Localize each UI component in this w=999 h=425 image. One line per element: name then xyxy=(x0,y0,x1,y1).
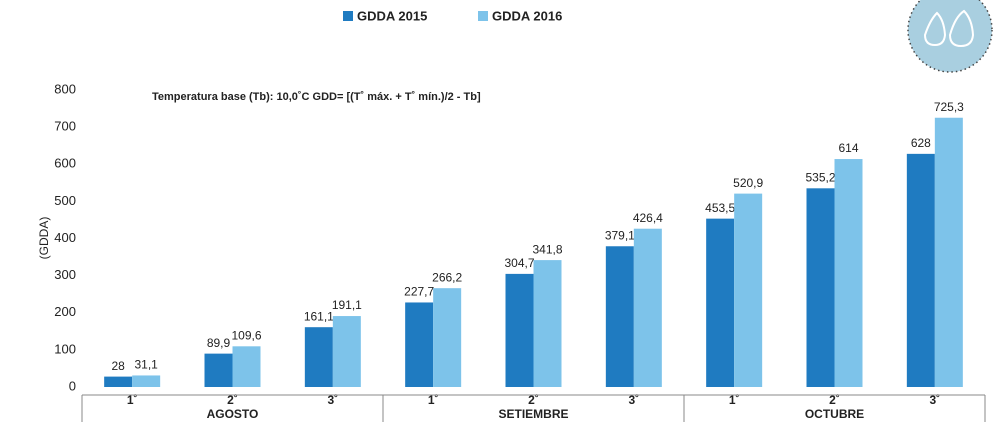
x-tick-label: 1˚ xyxy=(729,393,740,407)
data-label: 266,2 xyxy=(432,270,462,284)
y-tick-label: 700 xyxy=(54,119,76,134)
bar xyxy=(104,376,133,387)
data-label: 520,9 xyxy=(733,176,763,190)
x-tick-label: 2˚ xyxy=(227,393,238,407)
y-tick-label: 0 xyxy=(69,378,76,393)
x-tick-label: 1˚ xyxy=(127,393,138,407)
bar xyxy=(505,273,534,387)
bar xyxy=(706,218,735,387)
group-label: AGOSTO xyxy=(207,407,259,421)
x-tick-label: 3˚ xyxy=(327,393,338,407)
y-tick-label: 500 xyxy=(54,193,76,208)
data-label: 89,9 xyxy=(207,336,231,350)
x-tick-label: 3˚ xyxy=(929,393,940,407)
bar xyxy=(533,260,562,387)
bar xyxy=(906,153,935,387)
x-tick-label: 1˚ xyxy=(428,393,439,407)
x-tick-label: 2˚ xyxy=(829,393,840,407)
data-label: 191,1 xyxy=(332,298,362,312)
bar xyxy=(433,288,462,387)
x-tick-label: 3˚ xyxy=(628,393,639,407)
bar xyxy=(734,193,763,387)
bar xyxy=(834,159,863,387)
data-label: 161,1 xyxy=(304,309,334,323)
bar xyxy=(232,346,261,387)
bar xyxy=(934,117,963,388)
legend-label: GDDA 2015 xyxy=(357,8,427,23)
bar xyxy=(633,228,662,387)
legend-swatch xyxy=(343,11,353,21)
data-label: 614 xyxy=(838,141,858,155)
data-label: 28 xyxy=(111,359,125,373)
annotation: Temperatura base (Tb): 10,0˚C GDD= [(T˚ … xyxy=(152,91,481,103)
logo-icon xyxy=(907,0,993,73)
y-tick-label: 800 xyxy=(54,81,76,96)
data-label: 379,1 xyxy=(605,228,635,242)
data-label: 109,6 xyxy=(231,328,261,342)
y-axis-label: (GDDA) xyxy=(37,217,51,260)
data-label: 628 xyxy=(911,136,931,150)
legend-swatch xyxy=(478,11,488,21)
y-tick-label: 300 xyxy=(54,267,76,282)
bar xyxy=(605,246,634,387)
group-label: SETIEMBRE xyxy=(498,407,568,421)
bar xyxy=(304,327,333,387)
y-tick-label: 400 xyxy=(54,230,76,245)
data-label: 535,2 xyxy=(805,170,835,184)
legend-label: GDDA 2016 xyxy=(492,8,562,23)
bar xyxy=(132,375,161,387)
y-tick-label: 600 xyxy=(54,156,76,171)
data-label: 341,8 xyxy=(532,242,562,256)
y-tick-label: 100 xyxy=(54,341,76,356)
data-label: 31,1 xyxy=(134,358,158,372)
bar xyxy=(204,353,233,387)
data-label: 304,7 xyxy=(504,256,534,270)
bar xyxy=(806,188,835,387)
bar xyxy=(405,302,434,387)
data-label: 725,3 xyxy=(934,100,964,114)
bar xyxy=(332,316,361,387)
x-tick-label: 2˚ xyxy=(528,393,539,407)
group-label: OCTUBRE xyxy=(805,407,864,421)
data-label: 227,7 xyxy=(404,285,434,299)
data-label: 426,4 xyxy=(633,211,663,225)
data-label: 453,5 xyxy=(705,201,735,215)
y-tick-label: 200 xyxy=(54,304,76,319)
